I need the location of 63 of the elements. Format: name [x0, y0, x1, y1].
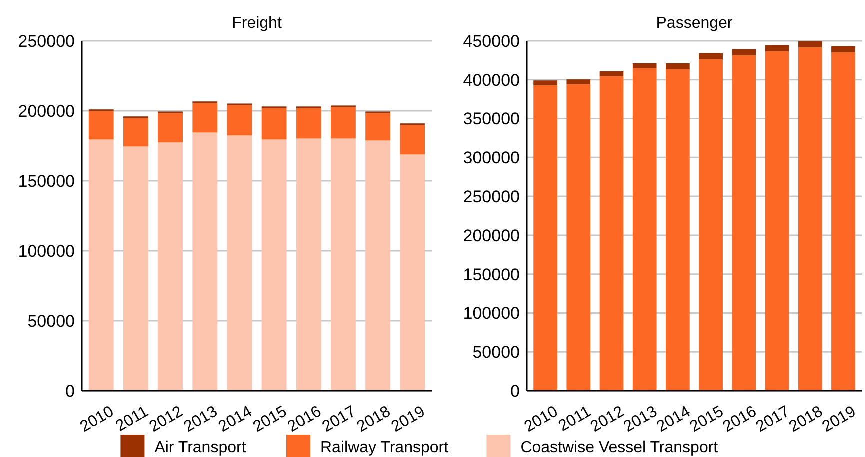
bar [699, 53, 723, 60]
bar [296, 108, 322, 139]
bar [632, 68, 657, 391]
bar [192, 132, 218, 391]
y-tick-label: 400000 [463, 70, 520, 90]
bar [262, 108, 287, 140]
bar [832, 46, 856, 52]
bar [192, 103, 218, 133]
y-tick-label: 300000 [463, 148, 520, 168]
bar [632, 63, 657, 68]
bar [366, 140, 390, 391]
y-tick-label: 100000 [463, 304, 520, 324]
y-tick-label: 450000 [463, 32, 520, 51]
bar [765, 45, 790, 52]
bar [400, 125, 426, 155]
y-tick-label: 0 [66, 382, 75, 401]
y-tick-label: 100000 [18, 242, 75, 261]
bar [832, 52, 856, 391]
chart-title: Freight [232, 15, 282, 32]
bar [124, 118, 148, 147]
y-tick-label: 350000 [463, 110, 520, 129]
bar [331, 138, 356, 391]
bar [331, 107, 356, 139]
bar [124, 146, 148, 391]
bar [600, 76, 624, 391]
bar [227, 105, 252, 136]
bar [262, 140, 287, 391]
y-tick-label: 200000 [18, 102, 75, 121]
y-tick-label: 200000 [463, 226, 520, 246]
legend-label: Coastwise Vessel Transport [520, 440, 719, 457]
y-tick-label: 150000 [18, 172, 75, 191]
bar [534, 80, 558, 86]
y-tick-label: 250000 [18, 32, 75, 51]
bar [566, 84, 591, 391]
y-tick-label: 150000 [463, 265, 520, 284]
x-tick-label: 2010 [78, 403, 118, 436]
bar [732, 55, 756, 391]
bar [296, 138, 322, 391]
bar [158, 113, 183, 143]
bar [732, 49, 756, 56]
legend-label: Railway Transport [320, 440, 450, 457]
y-tick-label: 50000 [472, 343, 520, 362]
chart-title: Passenger [656, 15, 734, 32]
bar [158, 142, 183, 391]
bar [400, 154, 426, 391]
bar [366, 113, 390, 141]
y-tick-label: 250000 [463, 188, 520, 207]
bar [798, 41, 822, 48]
bar [600, 71, 624, 77]
y-tick-label: 0 [510, 382, 520, 401]
bar [227, 136, 252, 391]
bar [88, 140, 114, 391]
bar [798, 47, 822, 391]
bar [666, 63, 690, 70]
bar [566, 80, 591, 85]
y-tick-label: 50000 [28, 312, 75, 331]
bar [666, 69, 690, 391]
legend-label: Air Transport [154, 440, 247, 457]
bar [88, 111, 114, 140]
bar [534, 86, 558, 391]
x-tick-label: 2019 [388, 403, 428, 436]
bar [765, 51, 790, 391]
bar [699, 59, 723, 391]
